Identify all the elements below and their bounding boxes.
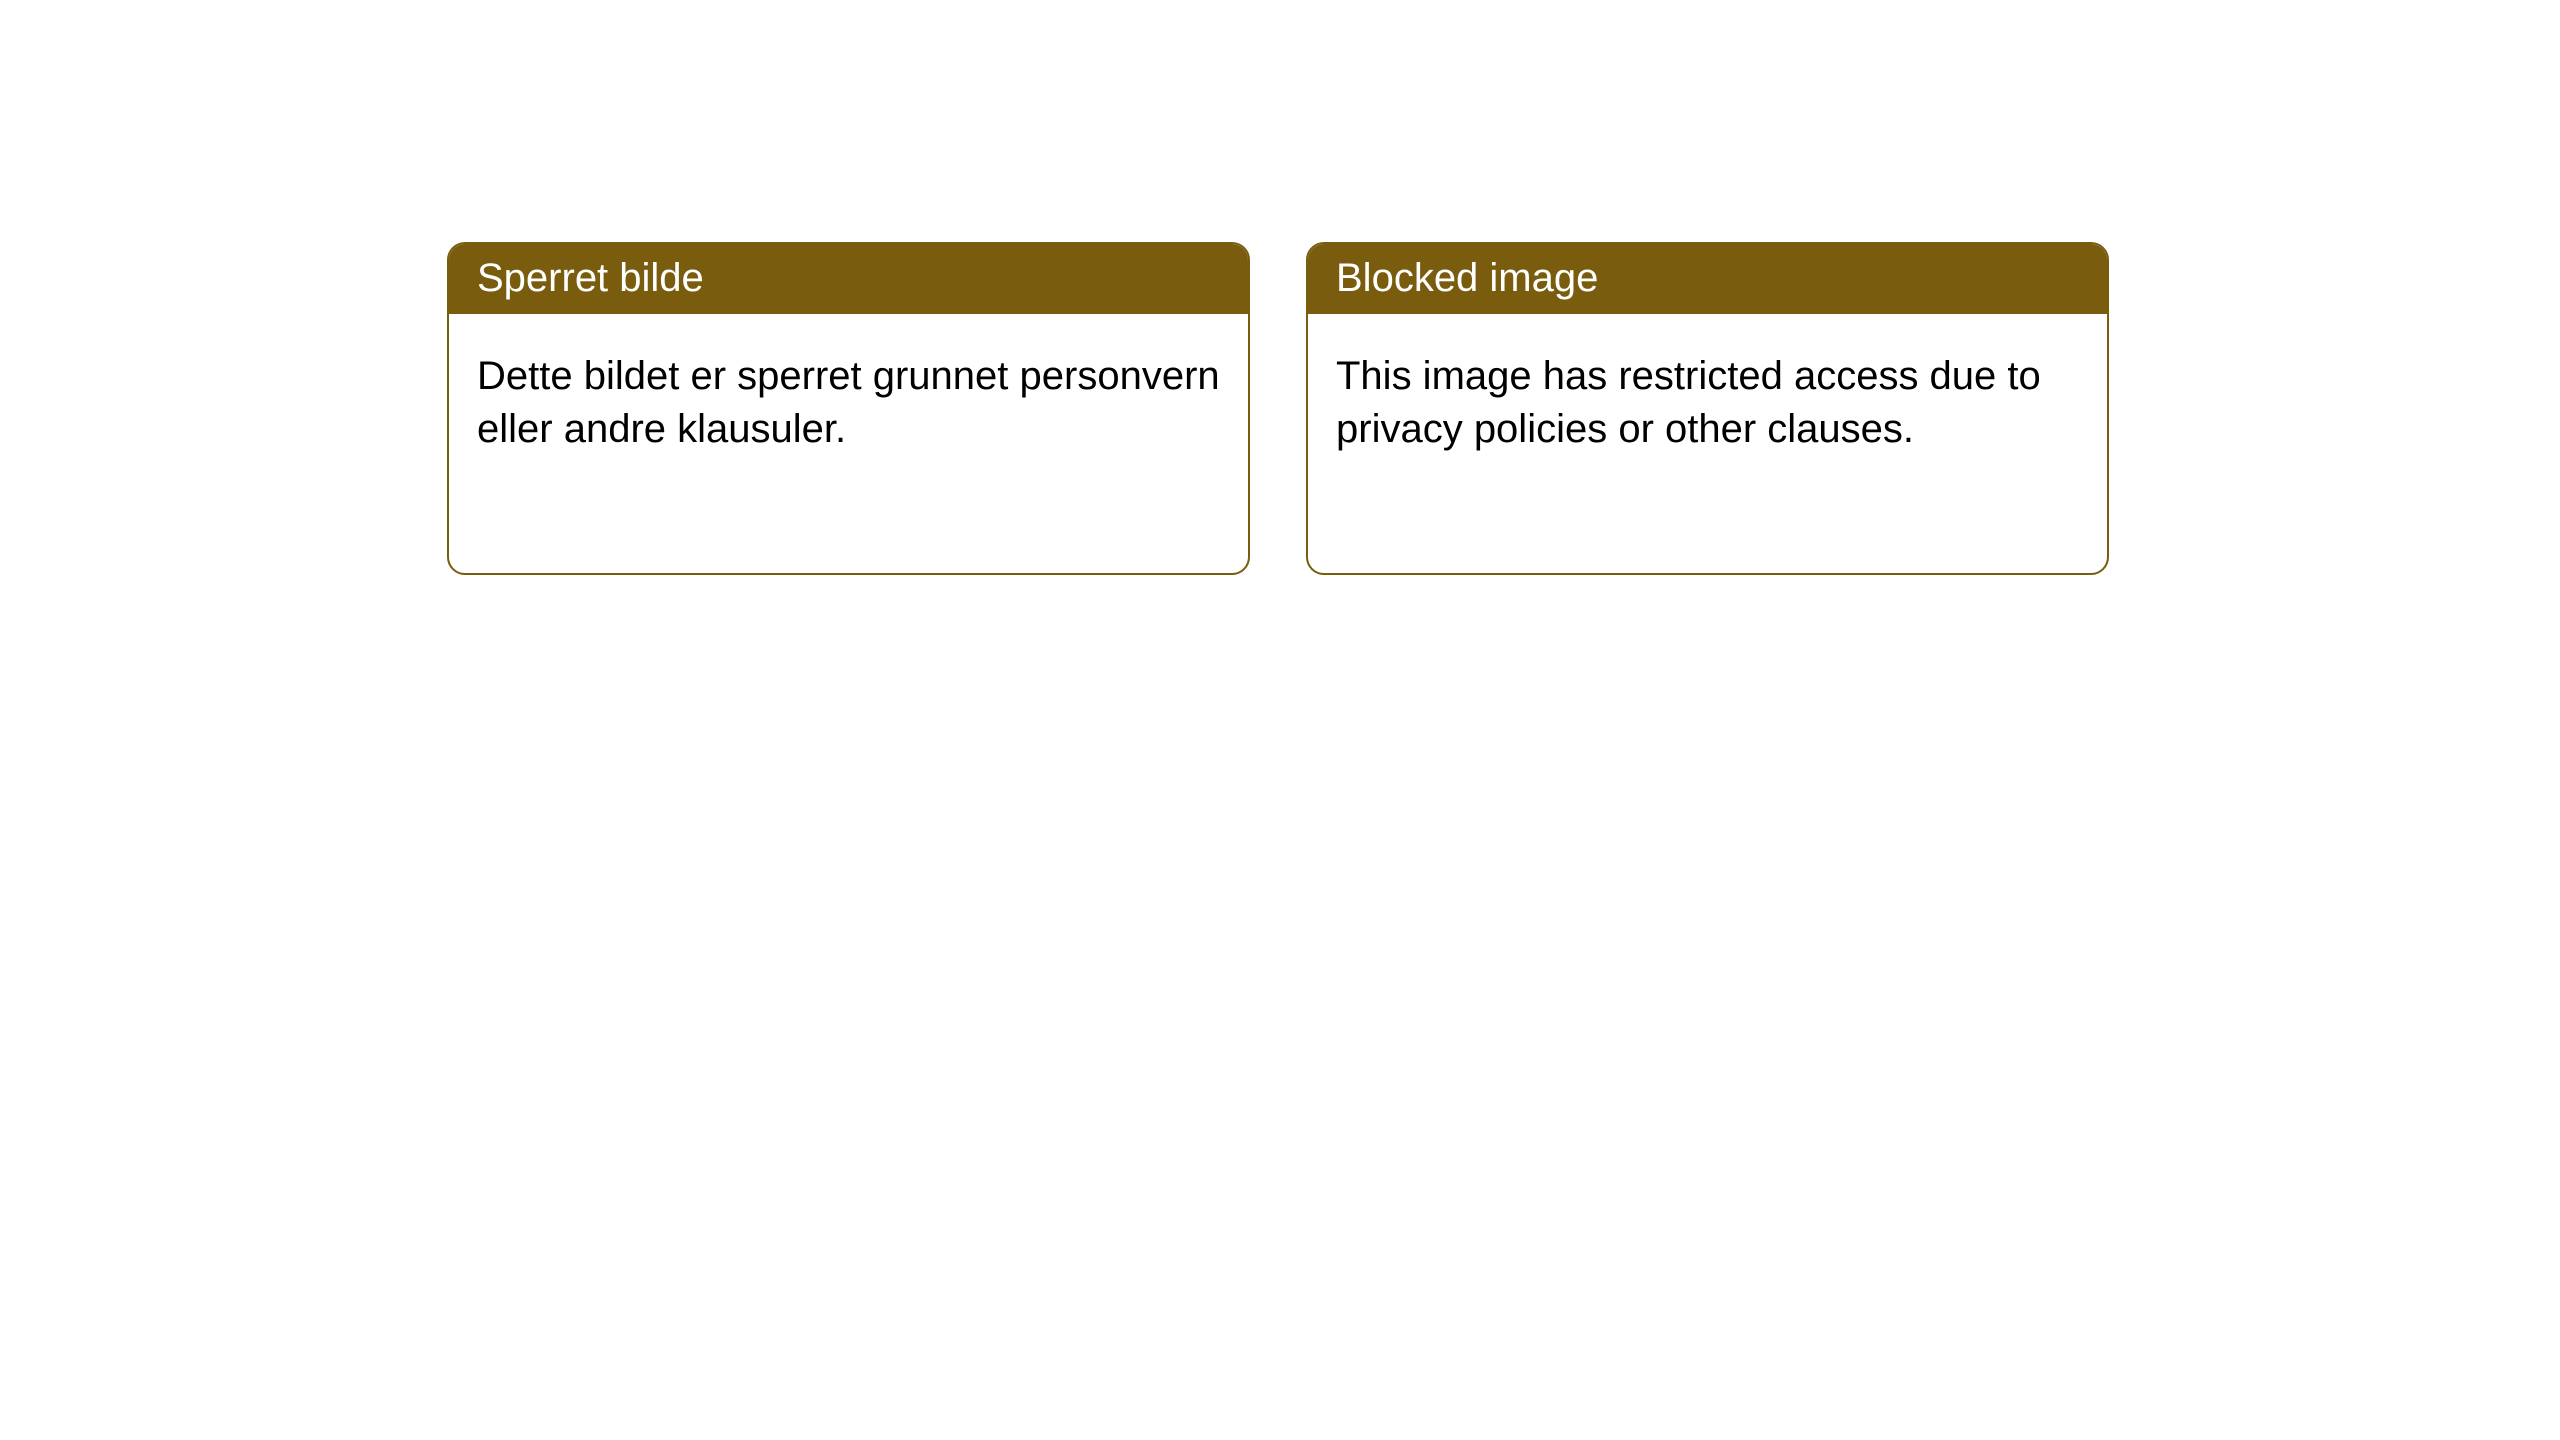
notice-header: Sperret bilde (449, 244, 1248, 314)
notice-body: This image has restricted access due to … (1308, 314, 2107, 484)
notice-header: Blocked image (1308, 244, 2107, 314)
notice-container: Sperret bilde Dette bildet er sperret gr… (0, 0, 2560, 575)
notice-box-english: Blocked image This image has restricted … (1306, 242, 2109, 575)
notice-body: Dette bildet er sperret grunnet personve… (449, 314, 1248, 484)
notice-box-norwegian: Sperret bilde Dette bildet er sperret gr… (447, 242, 1250, 575)
